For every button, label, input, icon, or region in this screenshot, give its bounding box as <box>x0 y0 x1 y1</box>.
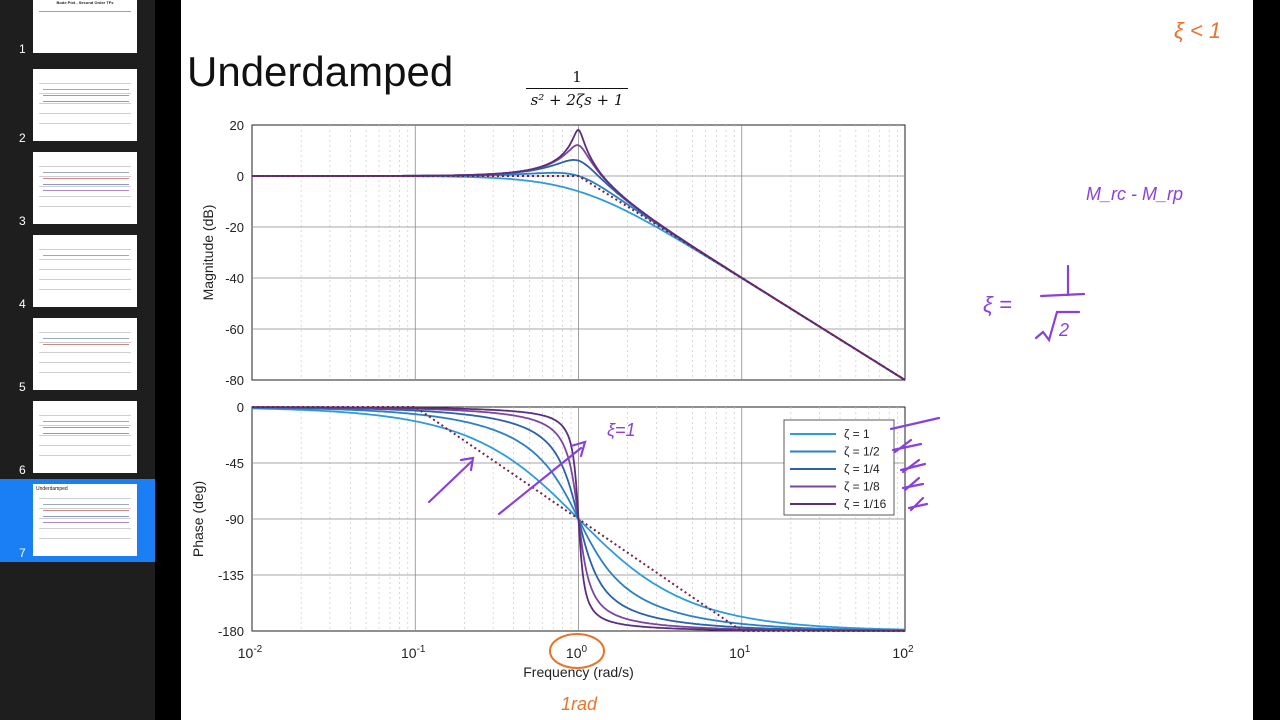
handwritten-tick-mark <box>891 438 923 454</box>
y-tick-label: 0 <box>237 400 244 415</box>
x-tick-label: 100 <box>566 644 588 661</box>
slide-number: 7 <box>19 546 26 560</box>
legend-label: ζ = 1/2 <box>844 445 880 459</box>
slide-preview-title: Bode Plot - Second Order TFs <box>56 0 114 5</box>
tf-numerator: 1 <box>572 68 582 86</box>
y-tick-label: 20 <box>230 118 244 133</box>
handwritten-sqrt <box>1034 310 1081 343</box>
legend-label: ζ = 1/4 <box>844 462 880 476</box>
slide-thumbnail-5[interactable]: 5 <box>0 313 155 396</box>
transfer-function: 1 s² + 2ζs + 1 <box>526 68 628 109</box>
slide-preview <box>33 318 137 390</box>
slide-thumbnail-4[interactable]: 4 <box>0 230 155 313</box>
phase-asymptote <box>252 406 905 632</box>
handwritten-arrow <box>497 440 587 516</box>
handwritten-frequency-note: 1rad <box>561 694 598 714</box>
slide-number: 6 <box>19 463 26 477</box>
y-tick-label: -60 <box>225 322 244 337</box>
slide-preview <box>33 401 137 473</box>
handwritten-fraction <box>1039 264 1086 298</box>
magnitude-asymptote <box>252 175 906 381</box>
handwritten-tick-mark <box>901 476 925 492</box>
phase-y-label: Phase (deg) <box>190 481 206 557</box>
y-tick-label: 0 <box>237 169 244 184</box>
legend-label: ζ = 1 <box>844 427 870 441</box>
slide-preview-title: Underdamped <box>36 486 68 492</box>
handwritten-zeta-formula: ξ = <box>983 292 1012 317</box>
handwritten-tick-mark <box>899 458 927 474</box>
slide-canvas: Underdamped 1 s² + 2ζs + 1 20 0 -20 -40 -60-… <box>181 0 1253 720</box>
y-tick-label: -45 <box>225 456 244 471</box>
slide-preview: Underdamped <box>33 484 137 556</box>
slide-thumbnail-2[interactable]: 2 <box>0 64 155 147</box>
tf-denominator: s² + 2ζs + 1 <box>530 91 624 109</box>
y-tick-label: -135 <box>218 568 244 583</box>
slide-title: Underdamped <box>187 48 454 95</box>
tf-fraction-bar <box>526 88 628 89</box>
slide-preview <box>33 69 137 141</box>
handwritten-arrow <box>427 456 475 504</box>
y-tick-label: -90 <box>225 512 244 527</box>
slide-number: 2 <box>19 131 26 145</box>
slide-thumbnail-7[interactable]: 7 Underdamped <box>0 479 155 562</box>
slide-thumbnail-1[interactable]: 1 Bode Plot - Second Order TFs <box>0 0 155 58</box>
slide-navigator: 1 Bode Plot - Second Order TFs 2 3 4 5 6 7 Under… <box>0 0 155 720</box>
y-tick-label: -80 <box>225 373 244 388</box>
slide-number: 3 <box>19 214 26 228</box>
y-tick-label: -20 <box>225 220 244 235</box>
slide-number: 4 <box>19 297 26 311</box>
legend-label: ζ = 1/8 <box>844 480 880 494</box>
slide-thumbnail-6[interactable]: 6 <box>0 396 155 479</box>
handwritten-magnitude-note: M_rc - M_rp <box>1086 184 1183 204</box>
slide-preview: Bode Plot - Second Order TFs <box>33 0 137 53</box>
x-tick-label: 10-1 <box>401 644 426 661</box>
handwritten-tick-mark <box>907 496 929 512</box>
frequency-x-label: Frequency (rad/s) <box>523 664 633 680</box>
handwritten-sqrt-two: 2 <box>1058 320 1069 340</box>
slide-preview <box>33 235 137 307</box>
handwritten-zeta-note: ξ=1 <box>607 420 636 440</box>
handwritten-zeta-condition: ξ < 1 <box>1174 18 1221 43</box>
x-tick-label: 102 <box>892 644 914 661</box>
handwritten-tick-mark <box>889 416 941 431</box>
x-tick-label: 10-2 <box>238 644 263 661</box>
magnitude-y-label: Magnitude (dB) <box>200 205 216 301</box>
y-tick-label: -40 <box>225 271 244 286</box>
x-tick-label: 101 <box>729 644 751 661</box>
y-tick-label: -180 <box>218 624 244 639</box>
phase-legend <box>783 419 895 516</box>
bode-plot: 20 0 -20 -40 -60 -80 0 -45 -90 -135 -180 Magnitude … <box>190 18 1221 714</box>
legend-label: ζ = 1/16 <box>844 497 887 511</box>
slide-number: 1 <box>19 42 26 56</box>
slide-number: 5 <box>19 380 26 394</box>
slide-thumbnail-3[interactable]: 3 <box>0 147 155 230</box>
handwritten-circle <box>549 633 605 669</box>
slide-preview <box>33 152 137 224</box>
magnitude-series-line <box>252 128 906 381</box>
